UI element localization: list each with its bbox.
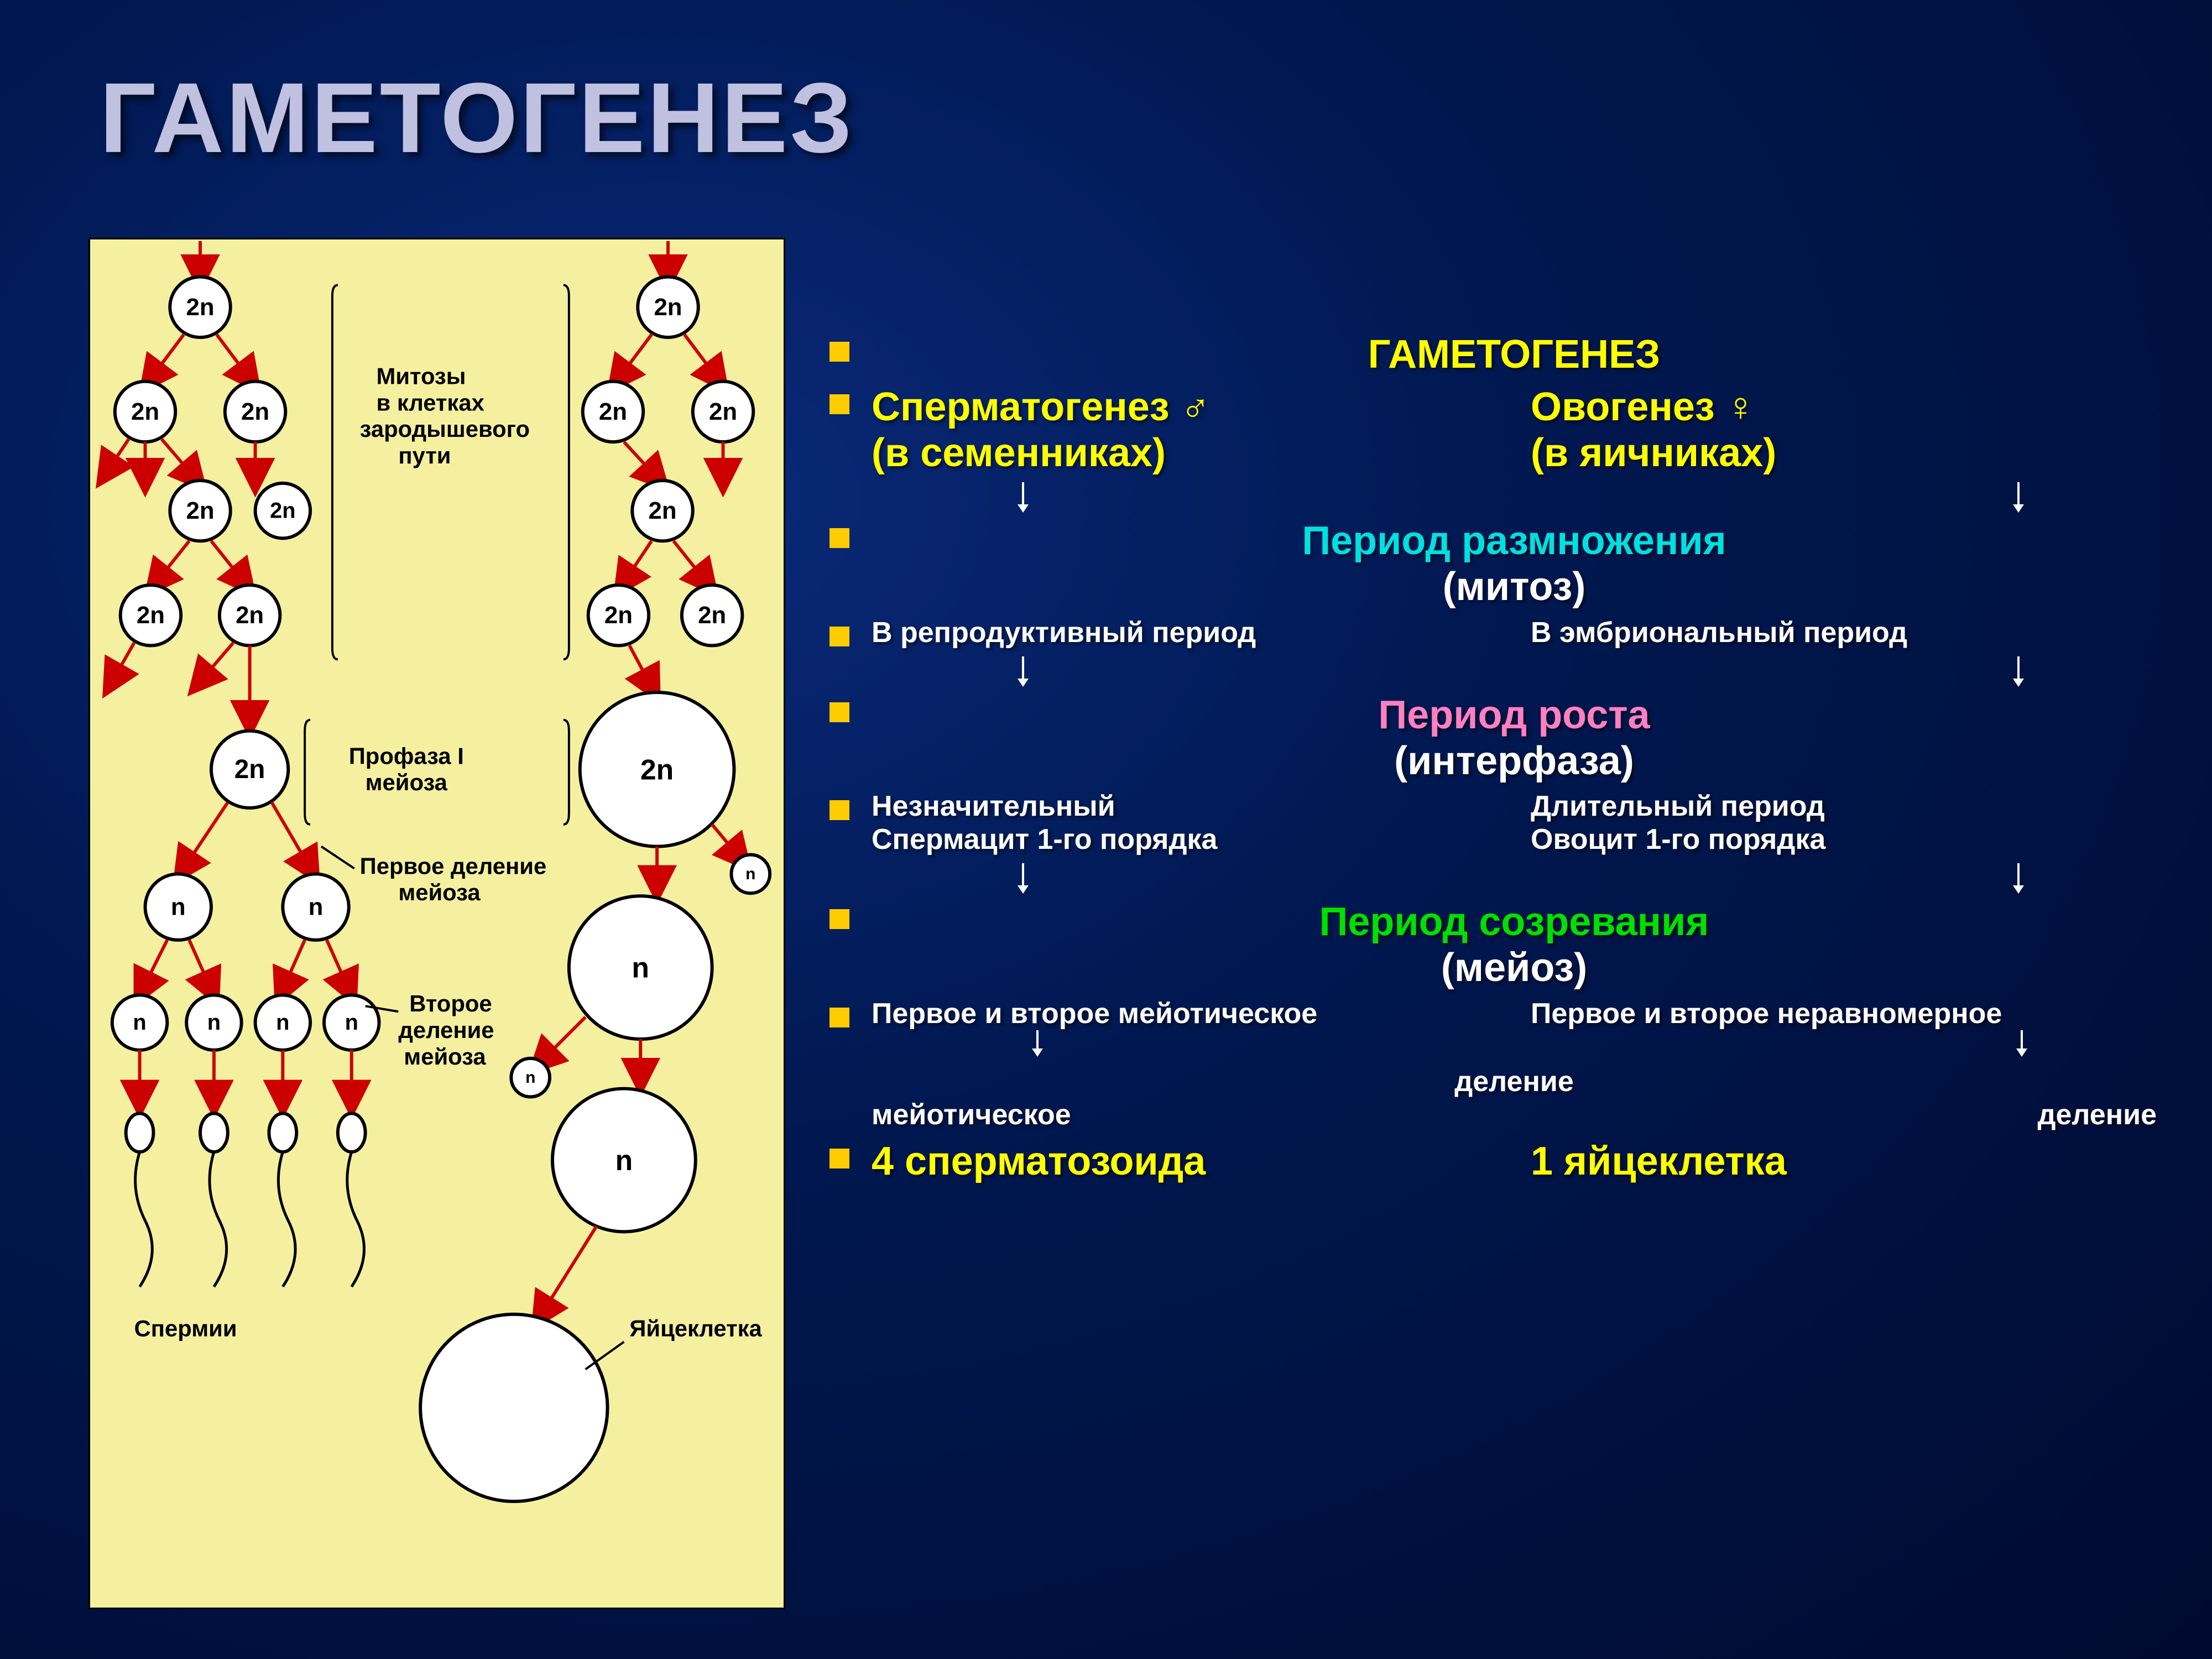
bullet-icon [830, 1149, 849, 1168]
result-left: 4 сперматозоида [872, 1139, 1498, 1185]
p2-right-b: Овоцит 1-го порядка [1531, 823, 2157, 857]
p2-left-b: Спермацит 1-го порядка [872, 823, 1498, 857]
header-text: ГАМЕТОГЕНЕЗ [1368, 332, 1660, 377]
svg-text:2n: 2n [640, 753, 674, 785]
svg-text:n: n [133, 1010, 146, 1035]
svg-text:n: n [345, 1010, 358, 1035]
p3-right-b: деление [1531, 1099, 2157, 1132]
svg-text:2n: 2n [698, 602, 726, 629]
svg-text:2n: 2n [654, 294, 682, 321]
bullet-icon [830, 342, 849, 362]
svg-text:Первое деление мейоза: Первое деление мейоза [360, 853, 553, 905]
period2-sub: (интерфаза) [1394, 739, 1634, 783]
ovo-loc: (в яичниках) [1531, 430, 2157, 476]
svg-text:2n: 2n [234, 755, 265, 784]
sperm-3 [269, 1113, 296, 1287]
svg-text:Спермии: Спермии [134, 1315, 237, 1341]
row-types: Сперматогенез ♂ (в семенниках) Овогенез … [830, 384, 2157, 476]
p2-left-a: Незначительный [872, 790, 1498, 823]
svg-text:n: n [525, 1068, 535, 1087]
svg-text:2n: 2n [236, 602, 264, 629]
svg-text:2n: 2n [131, 398, 159, 425]
period1-sub: (митоз) [1443, 565, 1586, 609]
svg-text:2n: 2n [649, 497, 677, 524]
row-p1-detail: В репродуктивный период В эмбриональный … [830, 617, 2157, 650]
svg-text:2n: 2n [709, 398, 737, 425]
right-text-panel: ГАМЕТОГЕНЕЗ Сперматогенез ♂ (в семенника… [830, 332, 2157, 1191]
row-period3: Период созревания (мейоз) [830, 899, 2157, 991]
period1: Период размножения [1302, 519, 1726, 563]
row-results: 4 сперматозоида 1 яйцеклетка [830, 1139, 2157, 1185]
svg-text:n: n [309, 894, 324, 921]
bullet-icon [830, 528, 849, 548]
sperm-title: Сперматогенез ♂ [872, 384, 1498, 430]
row-p2-detail: Незначительный Спермацит 1-го порядка Дл… [830, 790, 2157, 857]
svg-text:n: n [745, 865, 755, 883]
svg-text:2n: 2n [186, 294, 215, 321]
arrows-2 [830, 656, 2157, 690]
slide-title: ГАМЕТОГЕНЕЗ [100, 61, 854, 175]
row-p3-detail: Первое и второе мейотическое Первое и вт… [830, 998, 2157, 1132]
bullet-icon [830, 627, 849, 646]
p1-right: В эмбриональный период [1531, 617, 2157, 650]
svg-text:2n: 2n [270, 499, 295, 523]
p3-left-b: мейотическое [872, 1099, 1498, 1132]
diagram-svg: 2n 2n 2n 2n 2n 2n 2n 2n n n [90, 239, 784, 1608]
svg-text:Второе деление мей: Второе деление мейоза [398, 990, 500, 1070]
svg-text:2n: 2n [137, 602, 165, 629]
svg-text:n: n [276, 1010, 289, 1035]
svg-text:Профаза I мейоза: Профаза I мейоза [349, 743, 471, 795]
svg-text:Митозы в клетках з: Митозы в клетках зародышевого пути [360, 363, 536, 468]
bullet-icon [830, 394, 849, 414]
ovo-title: Овогенез ♀ [1531, 384, 2157, 430]
row-period2: Период роста (интерфаза) [830, 692, 2157, 784]
svg-text:Яйцеклетка: Яйцеклетка [629, 1315, 762, 1341]
svg-text:n: n [207, 1010, 221, 1035]
arrows-3 [830, 863, 2157, 896]
row-header: ГАМЕТОГЕНЕЗ [830, 332, 2157, 378]
svg-text:2n: 2n [186, 497, 215, 524]
period3: Период созревания [1319, 900, 1709, 944]
sperm-4 [338, 1113, 366, 1287]
p1-left: В репродуктивный период [872, 617, 1498, 650]
svg-text:2n: 2n [241, 398, 269, 425]
p2-right-a: Длительный период [1531, 790, 2157, 823]
svg-text:n: n [615, 1144, 633, 1176]
bullet-icon [830, 702, 849, 722]
result-right: 1 яйцеклетка [1531, 1139, 2157, 1185]
bullet-icon [830, 1008, 849, 1027]
p3-shared: деление [872, 1066, 2157, 1099]
gametogenesis-diagram: 2n 2n 2n 2n 2n 2n 2n 2n n n [88, 238, 785, 1609]
svg-text:2n: 2n [599, 398, 627, 425]
svg-text:n: n [632, 952, 649, 984]
sperm-loc: (в семенниках) [872, 430, 1498, 476]
row-period1: Период размножения (митоз) [830, 518, 2157, 610]
period2: Период роста [1378, 693, 1650, 737]
svg-text:2n: 2n [604, 602, 633, 629]
bullet-icon [830, 800, 849, 820]
p3-left-a: Первое и второе мейотическое [872, 998, 1498, 1031]
p3-right-a: Первое и второе неравномерное [1531, 998, 2157, 1031]
svg-text:n: n [171, 894, 186, 921]
sperm-2 [200, 1113, 228, 1287]
arrows-1 [830, 482, 2157, 515]
sperm-1 [126, 1113, 154, 1287]
period3-sub: (мейоз) [1441, 946, 1587, 990]
bullet-icon [830, 909, 849, 929]
